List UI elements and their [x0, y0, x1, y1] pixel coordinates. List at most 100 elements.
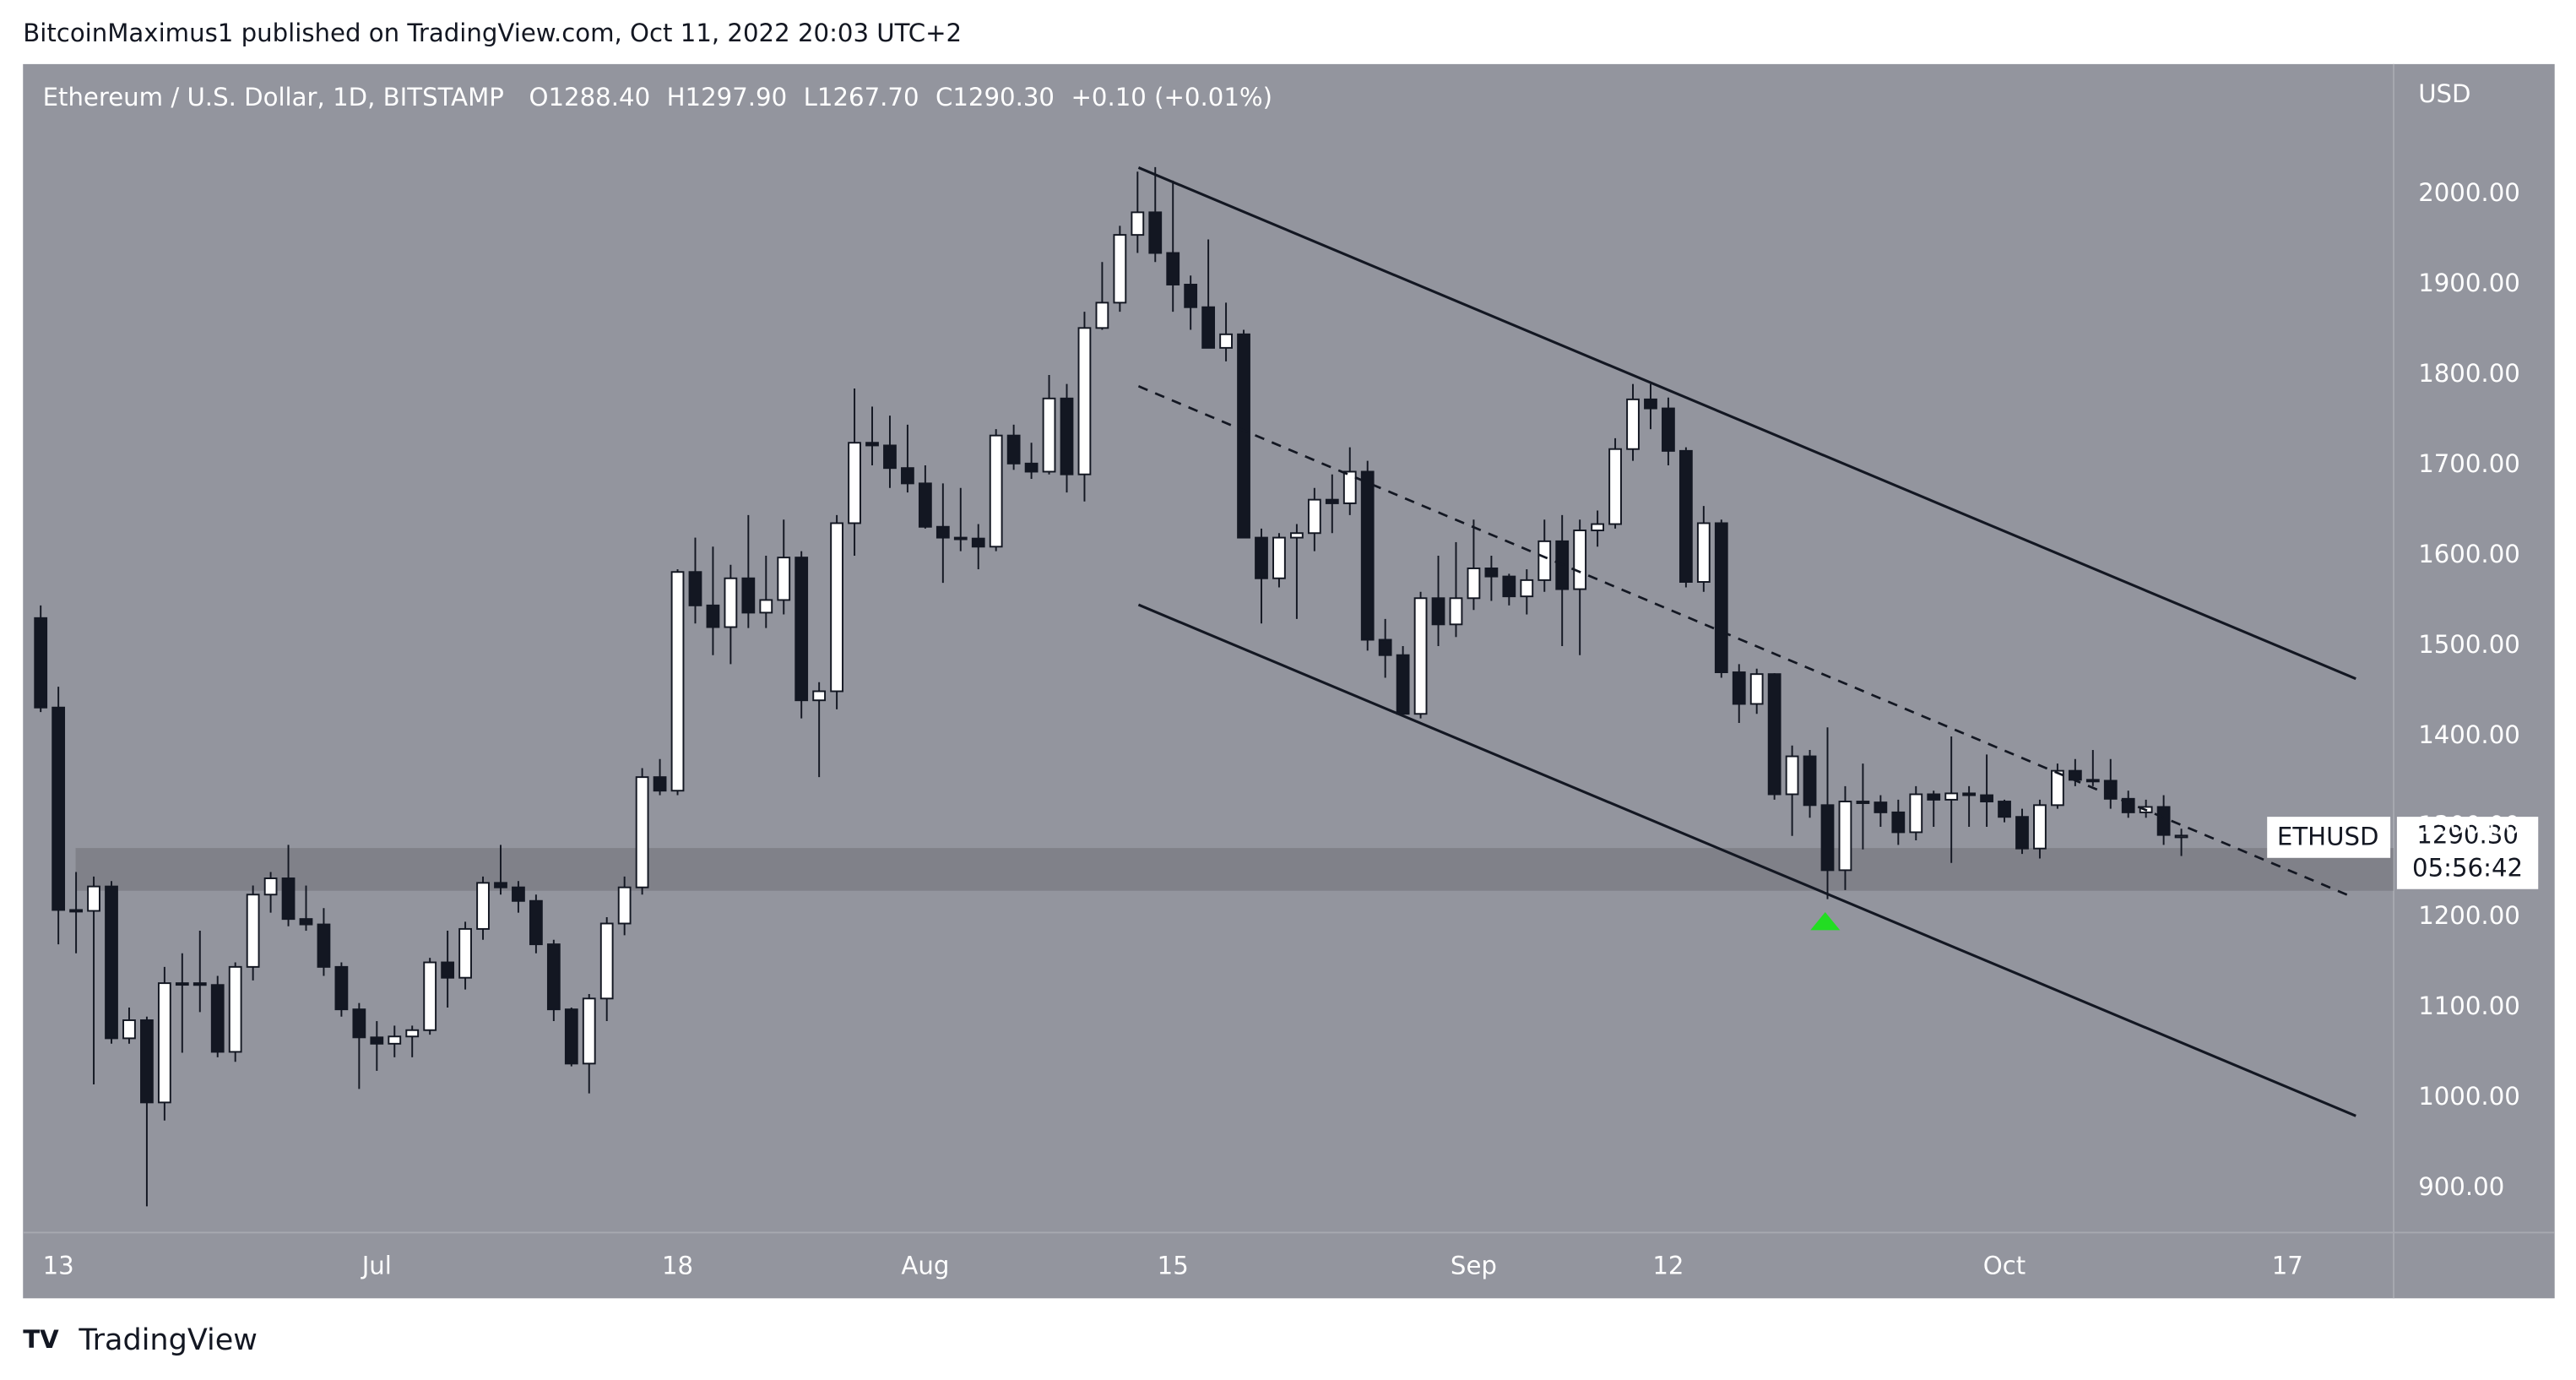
candle-body: [1431, 597, 1445, 626]
x-tick-label: 17: [2272, 1251, 2303, 1279]
candle-body: [193, 982, 207, 986]
y-tick-label: 1500.00: [2418, 630, 2520, 659]
candle-body: [2085, 779, 2100, 783]
candle-body: [175, 982, 189, 986]
candle-body: [1060, 397, 1074, 475]
y-tick-label: 1000.00: [2418, 1082, 2520, 1111]
symbol-tag-label: ETHUSD: [2277, 822, 2379, 850]
candle-body: [1484, 567, 1499, 578]
candle-body: [653, 776, 667, 792]
x-tick-label: Oct: [1983, 1251, 2026, 1279]
candle-body: [1325, 498, 1339, 504]
candles: [34, 166, 2188, 1207]
x-tick-label: 12: [1652, 1251, 1684, 1279]
candle-body: [1290, 532, 1304, 539]
candle-body: [2015, 816, 2029, 850]
candle-body: [1856, 801, 1870, 804]
x-tick-label: Jul: [361, 1251, 392, 1279]
candle-body: [1449, 597, 1463, 626]
candle-body: [1891, 811, 1906, 834]
x-tick-label: Sep: [1451, 1251, 1497, 1279]
candle-body: [1077, 327, 1092, 475]
candle-body: [741, 577, 756, 614]
candle-body: [1732, 671, 1746, 705]
candle-body: [848, 442, 861, 524]
x-tick-label: 13: [43, 1251, 74, 1279]
candle-body: [1696, 522, 1711, 583]
candle-body: [352, 1008, 366, 1039]
y-tick-label: 1700.00: [2418, 449, 2520, 478]
candle-body: [423, 961, 437, 1031]
chart-panel: [23, 63, 2555, 1299]
candle-body: [1608, 448, 1622, 525]
y-tick-label: 1600.00: [2418, 540, 2520, 568]
candle-body: [1998, 801, 2011, 818]
y-tick-label: 1200.00: [2418, 901, 2520, 930]
candle-body: [34, 617, 48, 709]
candle-body: [2051, 769, 2064, 807]
candle-body: [512, 886, 525, 902]
candle-body: [1237, 333, 1250, 539]
channel-upper: [1137, 166, 2356, 681]
candle-body: [1714, 522, 1728, 673]
candle-body: [1644, 398, 1657, 410]
candle-body: [830, 522, 843, 693]
candle-body: [883, 444, 897, 470]
candle-body: [1201, 306, 1216, 349]
support-zone: [75, 848, 2394, 891]
y-tick-label: 1300.00: [2418, 811, 2520, 839]
candle-body: [1342, 470, 1357, 504]
candle-body: [1307, 498, 1321, 535]
candle-body: [1396, 654, 1410, 715]
candle-body: [122, 1019, 136, 1040]
candle-body: [2068, 769, 2082, 781]
candle-body: [228, 965, 242, 1053]
candle-body: [935, 525, 950, 539]
candle-body: [617, 886, 632, 925]
open: O1288.40: [529, 83, 651, 111]
close: C1290.30: [935, 83, 1055, 111]
x-tick-label: 18: [662, 1251, 693, 1279]
candle-body: [529, 899, 543, 946]
candle-body: [281, 877, 296, 921]
candle-body: [87, 885, 100, 912]
candle-body: [1113, 234, 1127, 304]
candle-body: [458, 927, 472, 979]
channel-lower: [1137, 603, 2356, 1117]
channel-mid: [1137, 385, 2351, 897]
candle-body: [334, 965, 349, 1011]
candle-body: [635, 776, 649, 888]
candle-body: [1573, 530, 1587, 590]
candle-body: [1785, 755, 1799, 796]
candle-body: [1184, 284, 1198, 308]
currency: USD: [2418, 79, 2470, 108]
candle-body: [1024, 462, 1039, 473]
high: H1297.90: [667, 83, 788, 111]
candle-body: [1360, 470, 1375, 641]
symbol: Ethereum / U.S. Dollar, 1D, BITSTAMP: [43, 83, 504, 111]
brand: TradingView: [78, 1323, 258, 1357]
candle-body: [1006, 434, 1021, 465]
candle-body: [476, 882, 490, 930]
candle-body: [2156, 806, 2171, 836]
candle-body: [670, 571, 685, 792]
candle-body: [1678, 449, 1693, 583]
brand-logo: 𝗧𝗩: [23, 1325, 59, 1354]
candle-body: [953, 536, 968, 541]
change: +0.10 (+0.01%): [1071, 83, 1272, 111]
candle-body: [52, 706, 66, 911]
candle-body: [564, 1008, 578, 1065]
y-tick-label: 900.00: [2418, 1172, 2504, 1201]
candle-body: [246, 894, 260, 968]
candle-body: [901, 467, 914, 485]
candle-body: [777, 557, 791, 601]
candle-body: [1042, 397, 1056, 473]
candle-body: [1520, 579, 1534, 598]
candle-body: [1378, 638, 1392, 656]
candle-body: [105, 885, 118, 1040]
candle-body: [794, 557, 809, 702]
candle-body: [210, 984, 225, 1053]
candle-body: [263, 877, 278, 896]
candle-body: [1820, 804, 1835, 872]
